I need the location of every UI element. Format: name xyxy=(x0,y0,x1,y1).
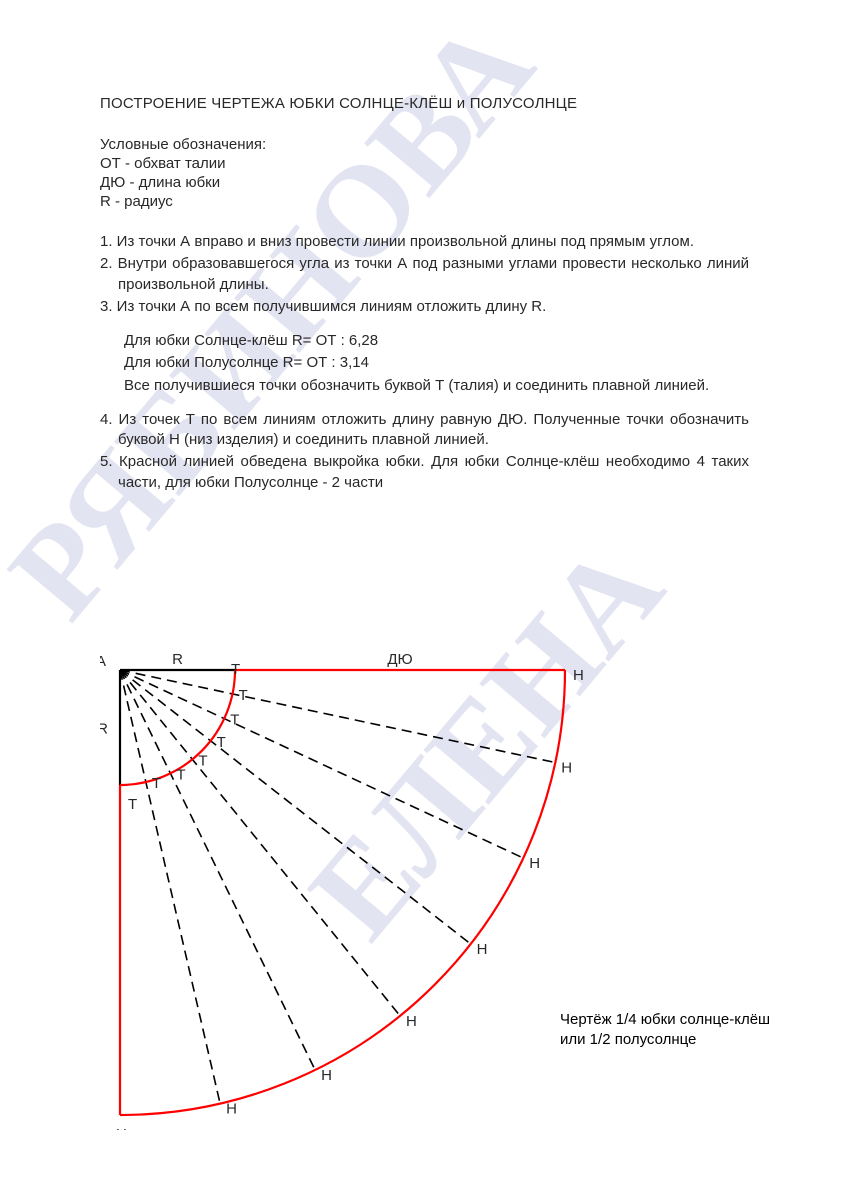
legend-item: ДЮ - длина юбки xyxy=(100,174,749,191)
diagram-caption: Чертёж 1/4 юбки солнце-клёш или 1/2 полу… xyxy=(560,1010,770,1051)
svg-text:Т: Т xyxy=(230,712,239,729)
svg-text:Н: Н xyxy=(226,1101,237,1118)
svg-text:А: А xyxy=(100,653,106,670)
step-5: 5. Красной линией обведена выкройка юбки… xyxy=(100,452,749,493)
step-3: 3. Из точки А по всем получившимся линия… xyxy=(100,297,749,317)
step-1: 1. Из точки А вправо и вниз провести лин… xyxy=(100,232,749,252)
svg-text:Н: Н xyxy=(573,667,584,684)
formula-halfsun: Для юбки Полусолнце R= ОТ : 3,14 xyxy=(124,353,749,373)
sub-note: Все получившиеся точки обозначить буквой… xyxy=(124,376,749,396)
svg-text:Н: Н xyxy=(477,941,488,958)
svg-text:Н: Н xyxy=(561,760,572,777)
svg-text:Т: Т xyxy=(176,766,185,783)
caption-line-2: или 1/2 полусолнце xyxy=(560,1030,770,1050)
svg-text:Т: Т xyxy=(231,661,240,678)
svg-text:R: R xyxy=(100,720,108,737)
svg-text:Т: Т xyxy=(198,752,207,769)
caption-line-1: Чертёж 1/4 юбки солнце-клёш xyxy=(560,1010,770,1030)
document-body: ПОСТРОЕНИЕ ЧЕРТЕЖА ЮБКИ СОЛНЦЕ-КЛЁШ и ПО… xyxy=(0,0,849,493)
svg-text:Т: Т xyxy=(217,734,226,751)
legend-item: R - радиус xyxy=(100,193,749,210)
svg-text:Н: Н xyxy=(406,1013,417,1030)
svg-text:R: R xyxy=(172,651,183,668)
svg-text:Н: Н xyxy=(321,1067,332,1084)
legend-item: ОТ - обхват талии xyxy=(100,155,749,172)
svg-text:Н: Н xyxy=(116,1126,127,1130)
svg-text:ДЮ: ДЮ xyxy=(387,651,412,668)
step-4: 4. Из точек Т по всем линиям отложить дл… xyxy=(100,410,749,451)
legend-heading: Условные обозначения: xyxy=(100,136,749,153)
step-3-sub: Для юбки Солнце-клёш R= ОТ : 6,28 Для юб… xyxy=(124,331,749,396)
svg-text:Т: Т xyxy=(128,796,137,813)
step-2: 2. Внутри образовавшегося угла из точки … xyxy=(100,254,749,295)
formula-sun: Для юбки Солнце-клёш R= ОТ : 6,28 xyxy=(124,331,749,351)
page-title: ПОСТРОЕНИЕ ЧЕРТЕЖА ЮБКИ СОЛНЦЕ-КЛЁШ и ПО… xyxy=(100,95,749,112)
svg-text:Т: Т xyxy=(238,687,247,704)
svg-text:Т: Т xyxy=(152,775,161,792)
svg-text:Н: Н xyxy=(529,855,540,872)
steps-block: 1. Из точки А вправо и вниз провести лин… xyxy=(100,232,749,493)
